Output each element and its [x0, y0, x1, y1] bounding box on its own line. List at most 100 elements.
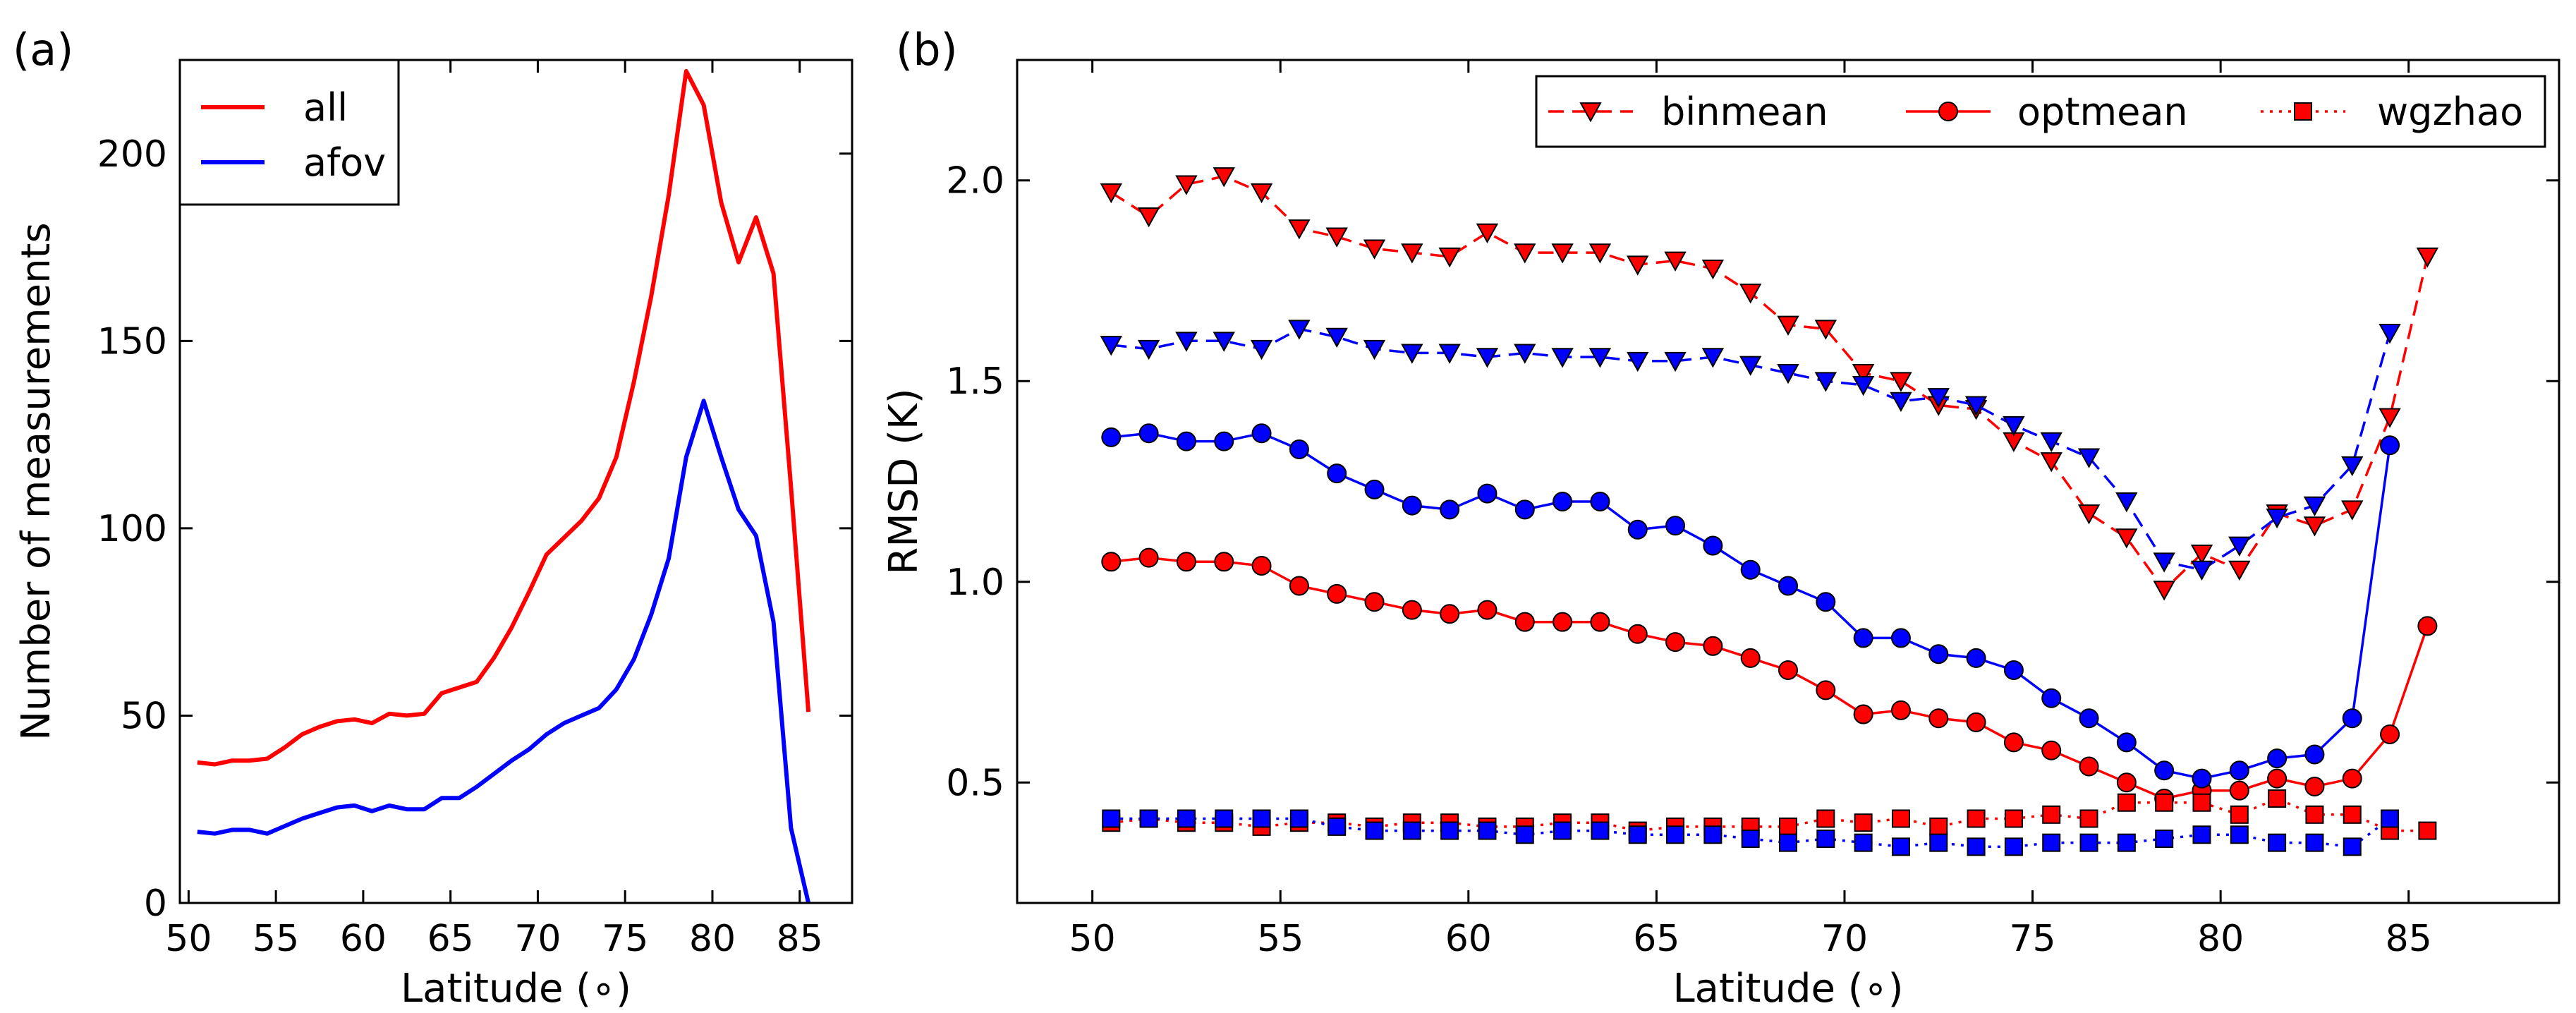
- chart-b-point-optmean: [1627, 519, 1648, 540]
- chart-b-ytick-label: 2.0: [946, 160, 1004, 202]
- chart-b-point-wgzhao: [1139, 809, 1158, 828]
- chart-b-point-binmean: [1175, 175, 1198, 195]
- chart-b-point-binmean: [2115, 528, 2138, 549]
- chart-b-point-wgzhao: [2079, 809, 2098, 828]
- chart-a-series: [197, 68, 811, 904]
- chart-b-point-wgzhao: [1967, 809, 1986, 828]
- chart-b-point-binmean: [1137, 207, 1160, 228]
- chart-a-legend: all afov: [178, 59, 400, 206]
- chart-b: 50 55 60 65 70 75 80 85 0.5 1.0 1.5 2.0 Latitude (∘…: [881, 59, 2560, 1012]
- chart-b-point-wgzhao: [1779, 817, 1797, 836]
- chart-b-point-binmean: [1664, 351, 1687, 372]
- chart-b-point-wgzhao: [1289, 809, 1308, 828]
- chart-b-point-binmean: [1627, 351, 1649, 372]
- legend-b-marker-binmean: [1579, 102, 1602, 123]
- chart-b-point-binmean: [1852, 363, 1875, 384]
- chart-b-point-wgzhao: [1515, 825, 1534, 844]
- chart-b-point-optmean: [1890, 700, 1911, 720]
- chart-b-xtick-label: 60: [1445, 918, 1492, 960]
- chart-b-point-binmean: [2040, 432, 2062, 452]
- chart-b-point-optmean: [1364, 479, 1385, 499]
- chart-b-series: [1100, 167, 2439, 856]
- chart-b-series-line-optmean: [1111, 432, 2391, 780]
- chart-b-point-optmean: [1703, 535, 1723, 556]
- chart-b-point-optmean: [1477, 600, 1497, 620]
- chart-a-ytick-label: 200: [97, 133, 167, 176]
- chart-b-xtick-label: 55: [1257, 918, 1304, 960]
- chart-b-point-optmean: [1101, 552, 1122, 572]
- chart-b-point-optmean: [1703, 636, 1723, 656]
- chart-b-point-binmean: [1476, 348, 1499, 368]
- chart-b-point-binmean: [1627, 255, 1649, 276]
- chart-b-point-optmean: [1364, 592, 1385, 612]
- chart-b-point-binmean: [2153, 581, 2175, 601]
- chart-b-series-line-optmean: [1111, 556, 2429, 800]
- chart-b-series-line-wgzhao: [1111, 797, 2428, 832]
- chart-b-point-binmean: [2153, 552, 2175, 573]
- chart-b-xlabel: Latitude (∘): [1672, 966, 1903, 1012]
- chart-b-point-wgzhao: [1929, 817, 1948, 836]
- chart-b-point-binmean: [1814, 320, 1837, 340]
- chart-b-point-wgzhao: [2268, 833, 2287, 852]
- chart-b-point-wgzhao: [1703, 825, 1723, 844]
- chart-b-point-wgzhao: [2230, 825, 2249, 844]
- chart-b-point-binmean: [1401, 243, 1423, 264]
- chart-b-point-binmean: [1701, 260, 1725, 280]
- chart-b-point-optmean: [2229, 780, 2249, 801]
- chart-b-point-wgzhao: [1666, 825, 1685, 844]
- chart-b-xtick-label: 85: [2386, 918, 2432, 960]
- chart-b-point-binmean: [1890, 392, 1912, 413]
- chart-b-point-optmean: [1966, 712, 1986, 732]
- chart-b-point-binmean: [2190, 560, 2213, 581]
- legend-a-box: [178, 59, 400, 206]
- chart-b-point-optmean: [2041, 740, 2062, 760]
- chart-b-point-optmean: [2380, 724, 2400, 744]
- chart-b-point-optmean: [1214, 552, 1234, 572]
- chart-b-xtick-label: 50: [1069, 918, 1116, 960]
- chart-b-point-binmean: [1514, 344, 1536, 364]
- chart-b-point-wgzhao: [1365, 821, 1384, 840]
- chart-b-point-binmean: [1476, 223, 1499, 244]
- chart-b-point-optmean: [1966, 648, 1986, 668]
- chart-a-series-line-all: [197, 68, 811, 767]
- chart-b-point-wgzhao: [2117, 833, 2136, 852]
- chart-b-point-wgzhao: [1967, 837, 1986, 856]
- chart-b-point-wgzhao: [2004, 837, 2023, 856]
- chart-b-point-optmean: [2342, 768, 2362, 789]
- chart-b-point-wgzhao: [2004, 809, 2023, 828]
- chart-a-xtick-label: 50: [165, 918, 212, 960]
- chart-b-point-optmean: [1176, 552, 1196, 572]
- legend-b-box: [1535, 75, 2546, 148]
- chart-b-point-wgzhao: [2305, 805, 2324, 824]
- chart-b-point-wgzhao: [1215, 809, 1234, 828]
- chart-b-point-binmean: [1588, 243, 1612, 264]
- chart-b-xtick-label: 65: [1633, 918, 1679, 960]
- chart-b-point-optmean: [1289, 439, 1309, 459]
- chart-b-legend: binmean optmean wgzhao: [1535, 75, 2546, 148]
- chart-b-point-wgzhao: [1252, 809, 1271, 828]
- chart-b-point-binmean: [1137, 339, 1160, 360]
- chart-a-xtick-label: 75: [602, 918, 648, 960]
- chart-b-point-optmean: [2267, 748, 2288, 769]
- chart-b-xtick-label: 75: [2009, 918, 2055, 960]
- chart-b-point-optmean: [1590, 612, 1610, 632]
- chart-b-point-optmean: [2229, 760, 2249, 781]
- chart-a-xtick-label: 85: [777, 918, 823, 960]
- legend-b-label-wgzhao: wgzhao: [2377, 90, 2523, 134]
- chart-b-point-wgzhao: [2192, 825, 2211, 844]
- chart-b-point-optmean: [1928, 708, 1949, 729]
- chart-b-point-wgzhao: [1816, 809, 1835, 828]
- chart-b-point-binmean: [1514, 243, 1536, 264]
- chart-b-point-binmean: [1325, 327, 1348, 348]
- chart-b-point-binmean: [2341, 456, 2364, 477]
- chart-b-point-wgzhao: [1328, 817, 1347, 836]
- chart-b-point-optmean: [1214, 431, 1234, 451]
- chart-b-point-binmean: [1927, 388, 1950, 408]
- chart-b-point-optmean: [1740, 559, 1761, 580]
- chart-b-point-binmean: [1438, 344, 1461, 364]
- chart-b-point-optmean: [2380, 435, 2400, 456]
- chart-b-point-optmean: [1289, 576, 1309, 596]
- chart-b-point-binmean: [2077, 504, 2101, 525]
- chart-b-point-wgzhao: [1891, 809, 1910, 828]
